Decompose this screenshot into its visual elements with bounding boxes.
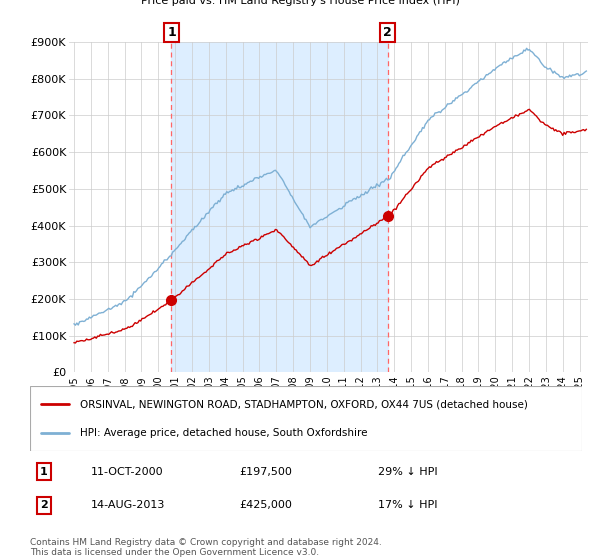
Text: £197,500: £197,500	[240, 467, 293, 477]
Text: Price paid vs. HM Land Registry's House Price Index (HPI): Price paid vs. HM Land Registry's House …	[140, 0, 460, 6]
Text: 2: 2	[40, 501, 47, 510]
Text: HPI: Average price, detached house, South Oxfordshire: HPI: Average price, detached house, Sout…	[80, 428, 367, 438]
Text: £425,000: £425,000	[240, 501, 293, 510]
Text: 14-AUG-2013: 14-AUG-2013	[91, 501, 165, 510]
Text: ORSINVAL, NEWINGTON ROAD, STADHAMPTON, OXFORD, OX44 7US (detached house): ORSINVAL, NEWINGTON ROAD, STADHAMPTON, O…	[80, 399, 527, 409]
Text: 2: 2	[383, 26, 392, 39]
Text: 1: 1	[40, 467, 47, 477]
Bar	[172, 42, 388, 372]
Text: 11-OCT-2000: 11-OCT-2000	[91, 467, 163, 477]
Text: Contains HM Land Registry data © Crown copyright and database right 2024.
This d: Contains HM Land Registry data © Crown c…	[30, 538, 382, 557]
Text: 1: 1	[167, 26, 176, 39]
Text: 29% ↓ HPI: 29% ↓ HPI	[378, 467, 437, 477]
FancyBboxPatch shape	[30, 386, 582, 451]
Text: 17% ↓ HPI: 17% ↓ HPI	[378, 501, 437, 510]
